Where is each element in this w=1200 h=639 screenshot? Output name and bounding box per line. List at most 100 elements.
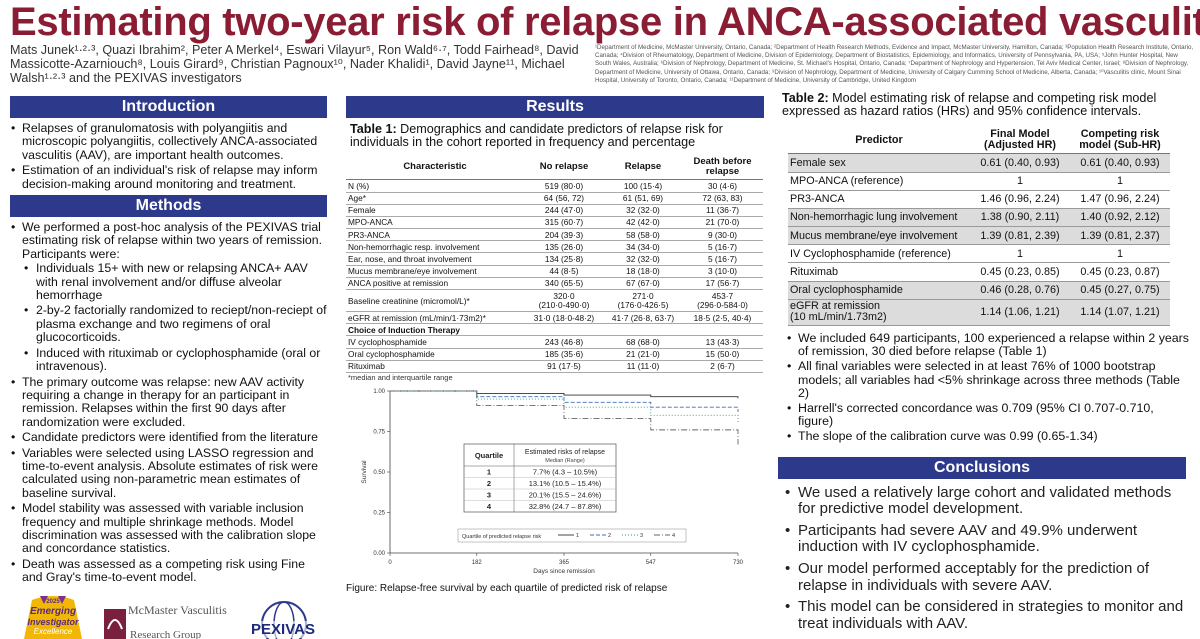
- table-cell: 30 (4·6): [682, 179, 763, 193]
- list-item: Model stability was assessed with variab…: [10, 502, 327, 556]
- legend-box: [457, 528, 687, 543]
- table-cell: Mucus membrane/eye involvement: [788, 226, 970, 246]
- y-tick-label: 0.00: [373, 551, 385, 557]
- table-row: Age* 64 (56, 72) 61 (51, 69) 72 (63, 83): [346, 192, 763, 205]
- table-cell: 134 (25·8): [524, 252, 604, 266]
- results-header: Results: [346, 96, 764, 118]
- author-list: Mats Junek¹·²·³, Quazi Ibrahim², Peter A…: [10, 43, 579, 85]
- affiliations: ¹Department of Medicine, McMaster Univer…: [595, 44, 1194, 84]
- table-cell: 11 (36·7): [682, 204, 763, 217]
- table-cell: IV cyclophosphamide: [346, 335, 524, 349]
- table-cell: 243 (46·8): [524, 335, 604, 349]
- table-section-label: Choice of Induction Therapy: [346, 323, 763, 337]
- table-cell: 0.45 (0.23, 0.87): [1070, 262, 1170, 282]
- award-logo: 2025 Emerging Investigator Excellence: [12, 596, 94, 639]
- list-item: Induced with rituximab or cyclophosphami…: [22, 346, 327, 374]
- table-cell: 64 (56, 72): [524, 192, 604, 205]
- table-cell: 0.61 (0.40, 0.93): [970, 153, 1070, 173]
- list-item: We performed a post-hoc analysis of the …: [10, 220, 327, 374]
- table-cell: eGFR at remission (10 mL/min/1.73m2): [788, 299, 970, 326]
- table-cell: PR3-ANCA: [788, 190, 970, 209]
- table-cell: N (%): [346, 179, 524, 193]
- table-cell: Ear, nose, and throat involvement: [346, 252, 524, 266]
- inset-header: Quartile: [475, 451, 503, 460]
- table-header: Final Model (Adjusted HR): [970, 126, 1070, 155]
- table-cell: Female: [346, 204, 524, 217]
- legend-label: 4: [672, 533, 675, 539]
- table-header: Competing risk model (Sub-HR): [1070, 126, 1170, 155]
- table-row: IV Cyclophosphamide (reference) 1 1: [788, 244, 1170, 264]
- table-cell: 244 (47·0): [524, 204, 604, 217]
- table-cell: 44 (8·5): [524, 265, 604, 278]
- table-cell: 1.14 (1.07, 1.21): [1070, 299, 1170, 326]
- table-cell: ANCA positive at remission: [346, 277, 524, 291]
- mcmaster-crest-icon: [104, 609, 126, 639]
- conclusions-list: We used a relatively large cohort and va…: [782, 484, 1192, 633]
- legend-label: 2: [608, 533, 611, 539]
- figure-caption: Figure: Relapse-free survival by each qu…: [346, 582, 668, 594]
- table-cell: 61 (51, 69): [604, 192, 682, 205]
- poster-title: Estimating two-year risk of relapse in A…: [10, 0, 1200, 44]
- table-row: Rituximab 0.45 (0.23, 0.85) 0.45 (0.23, 0.…: [788, 262, 1170, 282]
- table-row: eGFR at remission (mL/min/1·73m2)* 31·0 (…: [346, 311, 763, 325]
- table-row: N (%) 519 (80·0) 100 (15·4) 30 (4·6): [346, 179, 763, 193]
- x-tick-label: 182: [472, 560, 483, 566]
- table-cell: 32 (32·0): [604, 252, 682, 266]
- table2: Predictor Final Model (Adjusted HR) Comp…: [788, 126, 1170, 326]
- table-cell: 1: [1070, 172, 1170, 191]
- table-row: PR3-ANCA 204 (39·3) 58 (58·0) 9 (30·0): [346, 228, 763, 242]
- table-cell: 1: [1070, 244, 1170, 264]
- list-item: The slope of the calibration curve was 0…: [786, 429, 1192, 444]
- inset-cell: 4: [487, 502, 492, 511]
- table-cell: 68 (68·0): [604, 335, 682, 349]
- conclusions-header: Conclusions: [778, 456, 1186, 479]
- list-item: Relapses of granulomatosis with polyangi…: [10, 121, 327, 162]
- y-tick-label: 0.25: [373, 510, 385, 516]
- table-cell: 91 (17·5): [524, 360, 604, 373]
- table-cell: Mucus membrane/eye involvement: [346, 265, 524, 278]
- inset-cell: 20.1% (15.5 – 24.6%): [529, 490, 602, 499]
- inset-cell: 1: [487, 467, 491, 476]
- table-cell: Age*: [346, 192, 524, 205]
- table-cell: 340 (65·5): [524, 277, 604, 291]
- table-cell: 72 (63, 83): [682, 192, 763, 205]
- table-cell: 320·0 (210·0-490·0): [524, 289, 604, 312]
- table-cell: 1.46 (0.96, 2.24): [970, 190, 1070, 209]
- x-tick-label: 0: [388, 560, 392, 566]
- table-cell: 0.46 (0.28, 0.76): [970, 281, 1070, 300]
- inset-cell: 2: [487, 479, 491, 488]
- table-cell: 0.45 (0.23, 0.85): [970, 262, 1070, 282]
- pexivas-logo: PEXIVAS: [243, 600, 323, 639]
- table-cell: PR3-ANCA: [346, 228, 524, 242]
- inset-header: Estimated risks of relapse: [525, 449, 605, 456]
- x-tick-label: 730: [733, 560, 744, 566]
- table-cell: 18 (18·0): [604, 265, 682, 278]
- table-cell: MPO-ANCA (reference): [788, 172, 970, 191]
- table-cell: 17 (56·7): [682, 277, 763, 291]
- table-cell: 1.39 (0.81, 2.37): [1070, 226, 1170, 246]
- list-item: Harrell's corrected concordance was 0.70…: [786, 401, 1192, 429]
- table-cell: Non-hemorrhagic lung involvement: [788, 208, 970, 228]
- table-cell: 5 (16·7): [682, 252, 763, 266]
- table-cell: 31·0 (18·0-48·2): [524, 311, 604, 325]
- table-row: Mucus membrane/eye involvement 44 (8·5) 18…: [346, 265, 763, 278]
- y-tick-label: 0.75: [373, 429, 385, 435]
- table-row: Oral cyclophosphamide 0.46 (0.28, 0.76) 0.…: [788, 281, 1170, 300]
- table-cell: Non-hemorrhagic resp. involvement: [346, 240, 524, 254]
- table-cell: Oral cyclophosphamide: [346, 348, 524, 361]
- table-cell: Rituximab: [788, 262, 970, 282]
- table-cell: 1.39 (0.81, 2.39): [970, 226, 1070, 246]
- table-row: MPO-ANCA (reference) 1 1: [788, 172, 1170, 191]
- y-tick-label: 1.00: [373, 389, 385, 395]
- legend-label: 1: [576, 533, 579, 539]
- list-item: This model can be considered in strategi…: [784, 598, 1192, 632]
- table-row: PR3-ANCA 1.46 (0.96, 2.24) 1.47 (0.96, 2.2…: [788, 190, 1170, 209]
- inset-cell: 32.8% (24.7 – 87.8%): [529, 502, 602, 511]
- table-cell: 100 (15·4): [604, 179, 682, 193]
- table-cell: 18·5 (2·5, 40·4): [682, 311, 763, 325]
- inset-cell: 13.1% (10.5 – 15.4%): [529, 479, 602, 488]
- list-item: Candidate predictors were identified fro…: [10, 430, 327, 445]
- table-cell: IV Cyclophosphamide (reference): [788, 244, 970, 264]
- table-cell: eGFR at remission (mL/min/1·73m2)*: [346, 311, 524, 325]
- left-column: Introduction Relapses of granulomatosis …: [10, 96, 327, 587]
